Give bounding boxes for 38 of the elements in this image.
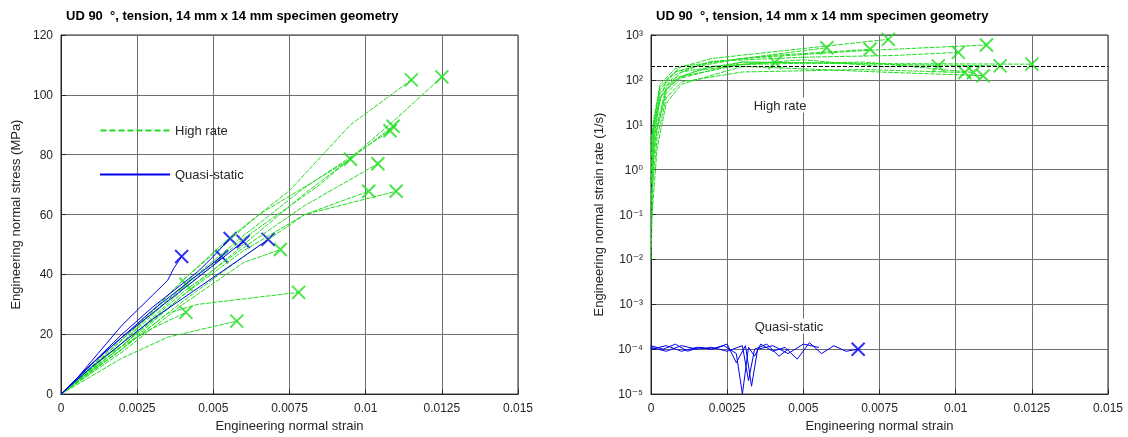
y-tick-label: 10³	[625, 28, 643, 42]
x-tick-label: 0.0125	[1013, 401, 1051, 416]
y-tick-label: 10⁻¹	[619, 207, 643, 222]
x-axis-title: Engineering normal strain	[805, 418, 954, 433]
x-tick-label: 0.0075	[271, 401, 309, 416]
x-tick-label: 0	[57, 401, 65, 416]
x-axis-title: Engineering normal strain	[215, 418, 364, 433]
annotation: High rate	[753, 97, 807, 113]
x-tick-label: 0.0025	[118, 401, 156, 416]
x-tick-label: 0.005	[788, 401, 819, 416]
y-tick-label: 80	[39, 147, 54, 162]
y-tick-label: 100	[32, 87, 54, 102]
annotation: Quasi-static	[754, 318, 824, 334]
y-tick-label: 60	[39, 207, 54, 222]
y-axis-title: Engineering normal strain rate (1/s)	[591, 112, 606, 317]
y-tick-label: 0	[46, 387, 54, 402]
y-tick-label: 10⁰	[624, 162, 644, 177]
x-tick-label: 0.0075	[861, 401, 899, 416]
x-tick-label: 0	[647, 401, 655, 416]
y-tick-label: 40	[39, 267, 54, 282]
x-tick-label: 0.0125	[423, 401, 461, 416]
x-tick-label: 0.01	[943, 401, 968, 416]
y-tick-label: 10⁻⁵	[618, 387, 644, 402]
y-tick-label: 20	[39, 327, 54, 342]
y-tick-label: 10²	[625, 72, 643, 87]
y-tick-label: 10⁻³	[619, 297, 643, 312]
y-tick-label: 120	[32, 28, 54, 42]
y-tick-label: 10¹	[625, 117, 643, 132]
y-axis-title: Engineering normal stress (MPa)	[8, 119, 24, 310]
x-tick-label: 0.015	[502, 401, 534, 416]
x-tick-label: 0.015	[1092, 401, 1124, 416]
x-tick-label: 0.0025	[708, 401, 746, 416]
x-tick-label: 0.005	[198, 401, 229, 416]
x-tick-label: 0.01	[353, 401, 378, 416]
y-tick-label: 10⁻⁴	[618, 342, 643, 357]
chart-title: UD 90 °, tension, 14 mm x 14 mm specimen geometry	[66, 8, 400, 23]
chart-title: UD 90 °, tension, 14 mm x 14 mm specimen geometry	[656, 8, 990, 23]
y-tick-label: 10⁻²	[619, 252, 643, 267]
